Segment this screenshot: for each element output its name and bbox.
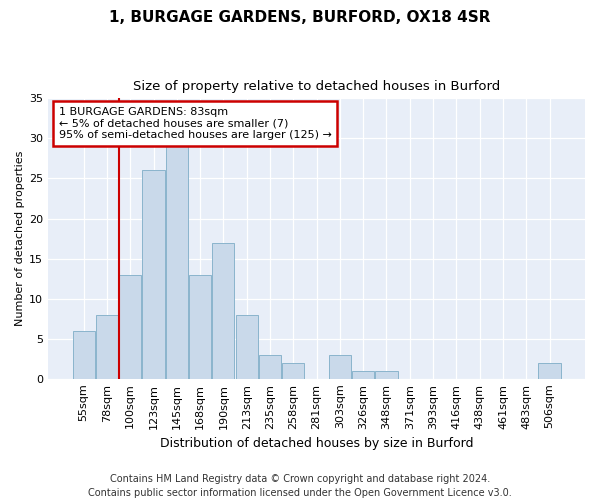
Bar bbox=[212, 242, 235, 379]
Bar bbox=[166, 146, 188, 379]
Bar bbox=[73, 330, 95, 379]
Bar bbox=[329, 355, 351, 379]
Bar bbox=[236, 314, 258, 379]
Y-axis label: Number of detached properties: Number of detached properties bbox=[15, 151, 25, 326]
Text: 1 BURGAGE GARDENS: 83sqm
← 5% of detached houses are smaller (7)
95% of semi-det: 1 BURGAGE GARDENS: 83sqm ← 5% of detache… bbox=[59, 106, 332, 140]
Bar bbox=[96, 314, 118, 379]
Bar bbox=[376, 371, 398, 379]
Bar bbox=[538, 363, 560, 379]
Text: 1, BURGAGE GARDENS, BURFORD, OX18 4SR: 1, BURGAGE GARDENS, BURFORD, OX18 4SR bbox=[109, 10, 491, 25]
Bar bbox=[282, 363, 304, 379]
Bar bbox=[142, 170, 164, 379]
X-axis label: Distribution of detached houses by size in Burford: Distribution of detached houses by size … bbox=[160, 437, 473, 450]
Title: Size of property relative to detached houses in Burford: Size of property relative to detached ho… bbox=[133, 80, 500, 93]
Text: Contains HM Land Registry data © Crown copyright and database right 2024.
Contai: Contains HM Land Registry data © Crown c… bbox=[88, 474, 512, 498]
Bar bbox=[189, 274, 211, 379]
Bar bbox=[119, 274, 141, 379]
Bar bbox=[259, 355, 281, 379]
Bar bbox=[352, 371, 374, 379]
